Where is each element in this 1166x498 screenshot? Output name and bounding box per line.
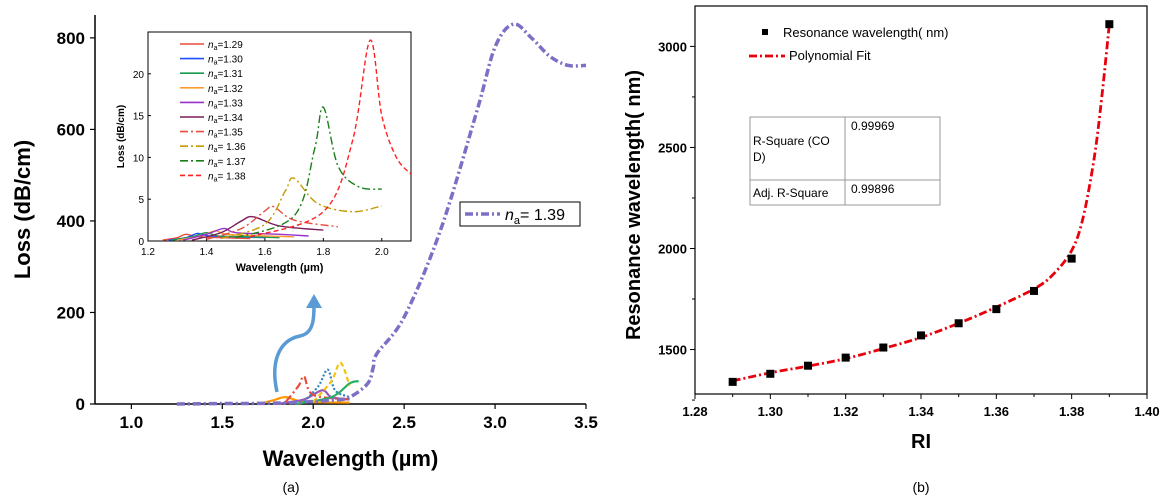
y-tick-label: 2000 [658, 242, 687, 257]
inset-frame [147, 31, 412, 242]
series-line [312, 361, 351, 403]
x-tick-label: 2.5 [392, 413, 416, 432]
arrow-shaft [273, 304, 316, 393]
x-tick-label: 3.0 [483, 413, 507, 432]
series-line [303, 368, 351, 403]
x-tick-label: 1.30 [758, 404, 783, 419]
stats-table: R-Square (CO D) 0.99969 Adj. R-Square 0.9989… [749, 116, 941, 206]
y-tick-label: 0 [76, 395, 85, 414]
legend: Resonance wavelength( nm) Polynomial Fit [749, 25, 948, 63]
inset-series-line [206, 205, 339, 240]
annotation-arrow [273, 294, 322, 393]
stats-value: 0.99896 [851, 182, 895, 196]
x-tick-label: 1.38 [1059, 404, 1084, 419]
inset-x-tick-label: 1.4 [199, 247, 213, 258]
legend-label: Polynomial Fit [789, 48, 871, 63]
x-tick-label: 1.36 [984, 404, 1009, 419]
inset-legend-label: na=1.32 [208, 84, 243, 96]
inset-legend-label: na=1.29 [208, 40, 243, 52]
inset-legend-label: na= 1.36 [208, 142, 246, 154]
x-tick-label: 1.0 [120, 413, 144, 432]
inset-y-tick-label: 5 [138, 195, 144, 206]
inset-legend-label: na=1.31 [208, 69, 243, 81]
panel-b-caption: (b) [912, 479, 929, 495]
panel-a-chart: 1.0 1.5 2.0 2.5 3.0 3.50200400600800Wavelengt… [10, 15, 598, 495]
data-point [841, 353, 850, 362]
inset-y-tick-label: 20 [133, 70, 145, 81]
legend-label: Resonance wavelength( nm) [783, 25, 948, 40]
data-point [992, 305, 1001, 314]
y-tick-label: 600 [57, 120, 85, 139]
y-tick-label: 1500 [658, 343, 687, 358]
x-tick-label: 1.40 [1134, 404, 1159, 419]
data-point [804, 361, 812, 370]
arrow-head [306, 294, 322, 308]
data-point [917, 331, 925, 340]
inset-series-group [162, 39, 411, 241]
inset-legend-label: na= 1.38 [208, 171, 246, 183]
stats-label: Adj. R-Square [753, 186, 829, 200]
data-point [954, 319, 963, 328]
data-point [1030, 286, 1038, 295]
x-tick-label: 1.28 [682, 404, 707, 419]
data-point [766, 369, 775, 378]
stats-label: R-Square (CO [753, 134, 830, 148]
inset-series-line [220, 177, 382, 240]
inset-chart: 1.2 1.4 1.6 1.8 2.0 0 5 10 15 20 Wavelength (µm) Lo… [116, 31, 412, 274]
legend-marker [762, 29, 768, 35]
series-line [176, 22, 587, 406]
inset-x-tick-label: 1.8 [316, 247, 330, 258]
y-tick-label: 3000 [658, 39, 687, 54]
inset-legend-label: na=1.34 [208, 113, 243, 125]
inset-series-line [182, 227, 309, 241]
legend-label: na= 1.39 [505, 207, 565, 227]
legend-main: na= 1.39 [459, 201, 581, 227]
data-point [879, 343, 888, 352]
x-tick-label: 1.5 [210, 413, 234, 432]
inset-series-line [191, 215, 324, 241]
x-tick-label: 1.34 [908, 404, 934, 419]
inset-series-line [250, 39, 411, 238]
x-tick-label: 2.0 [301, 413, 325, 432]
inset-legend-label: na= 1.37 [208, 157, 246, 169]
y-tick-label: 200 [57, 303, 85, 322]
inset-legend: na=1.29 na=1.30 na=1.31 na=1.32 na=1.33 na=1.… [180, 40, 246, 183]
y-axis-label: Resonance wavelength( nm) [623, 70, 645, 340]
panel-a-caption: (a) [282, 479, 299, 495]
x-axis-label: Wavelength (µm) [263, 446, 439, 471]
inset-y-tick-label: 0 [138, 237, 144, 248]
stats-label: D) [753, 150, 766, 164]
inset-y-axis-label: Loss (dB/cm) [116, 105, 127, 168]
inset-legend-label: na=1.35 [208, 128, 243, 140]
data-point [1105, 20, 1114, 29]
inset-legend-label: na=1.30 [208, 55, 243, 67]
inset-x-axis-label: Wavelength (µm) [236, 262, 324, 274]
inset-y-tick-label: 10 [133, 153, 145, 164]
inset-series-line [235, 106, 382, 239]
inset-x-tick-label: 1.6 [258, 247, 272, 258]
y-tick-label: 400 [57, 212, 85, 231]
panel-b-chart: 1.28 1.30 1.32 1.34 1.36 1.38 1.40 1500 2000 2500… [623, 5, 1160, 495]
x-axis-label: RI [911, 431, 931, 453]
legend-box [459, 201, 581, 227]
x-tick-label: 3.5 [574, 413, 598, 432]
stats-value: 0.99969 [851, 119, 895, 133]
data-point [1067, 254, 1076, 263]
y-tick-label: 2500 [658, 140, 687, 155]
y-tick-label: 800 [57, 29, 85, 48]
inset-x-tick-label: 1.2 [141, 247, 155, 258]
inset-y-tick-label: 15 [133, 112, 145, 123]
x-tick-label: 1.32 [833, 404, 858, 419]
inset-x-tick-label: 2.0 [375, 247, 389, 258]
y-axis-label: Loss (dB/cm) [10, 140, 35, 279]
data-point [728, 377, 737, 386]
inset-legend-label: na=1.33 [208, 98, 243, 110]
inset-series-line [171, 231, 280, 241]
